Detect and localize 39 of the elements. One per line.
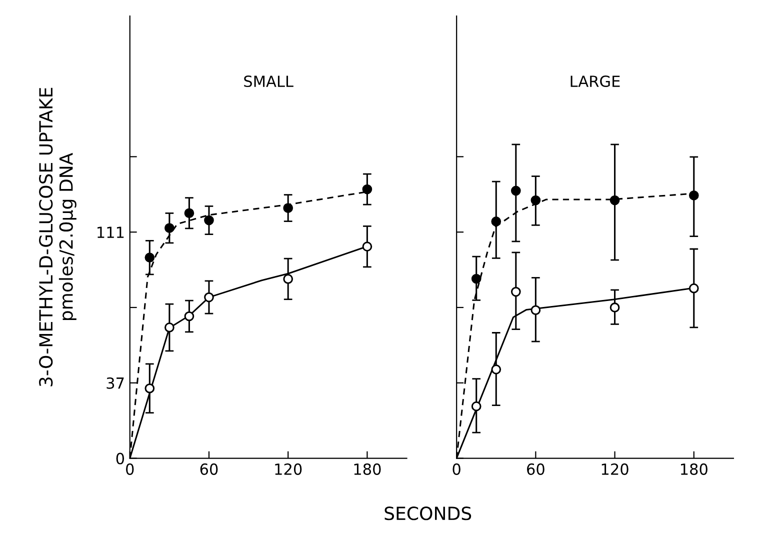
point — [144, 383, 155, 394]
point — [491, 364, 502, 374]
x-tick-label: 120 — [602, 463, 628, 475]
point — [510, 286, 521, 297]
y-axis-title: 3-O-METHYL-D-GLUCOSE UPTAKE pmoles/2.0µg DNA — [39, 88, 76, 386]
y-tick-label: 111 — [98, 226, 124, 238]
x-tick-label: 180 — [680, 463, 708, 475]
point — [471, 274, 482, 284]
point — [688, 283, 699, 294]
x-tick-label: 60 — [200, 463, 218, 475]
point — [362, 242, 372, 252]
y-tick-label: 37 — [106, 377, 124, 389]
point — [204, 292, 214, 302]
point — [610, 302, 620, 312]
point — [184, 311, 194, 322]
point — [530, 195, 541, 206]
x-axis-title: SECONDS — [384, 506, 472, 520]
point — [362, 184, 372, 194]
point — [283, 274, 294, 284]
text: SMALL — [244, 75, 294, 88]
text: LARGE — [570, 75, 620, 88]
x-tick-label: 0 — [452, 463, 460, 475]
x-tick-label: 120 — [275, 463, 302, 475]
point — [144, 252, 155, 262]
point — [164, 223, 174, 233]
point — [510, 186, 521, 196]
point — [688, 190, 699, 200]
point — [204, 215, 214, 226]
y-tick-label: 0 — [116, 452, 124, 464]
point — [530, 305, 541, 316]
point — [471, 401, 482, 412]
x-tick-label: 180 — [354, 463, 381, 475]
point — [164, 322, 174, 332]
x-tick-label: 0 — [126, 463, 134, 475]
point — [184, 208, 194, 218]
point — [610, 195, 620, 206]
point — [283, 203, 294, 213]
point — [491, 216, 502, 226]
x-tick-label: 60 — [527, 463, 544, 475]
